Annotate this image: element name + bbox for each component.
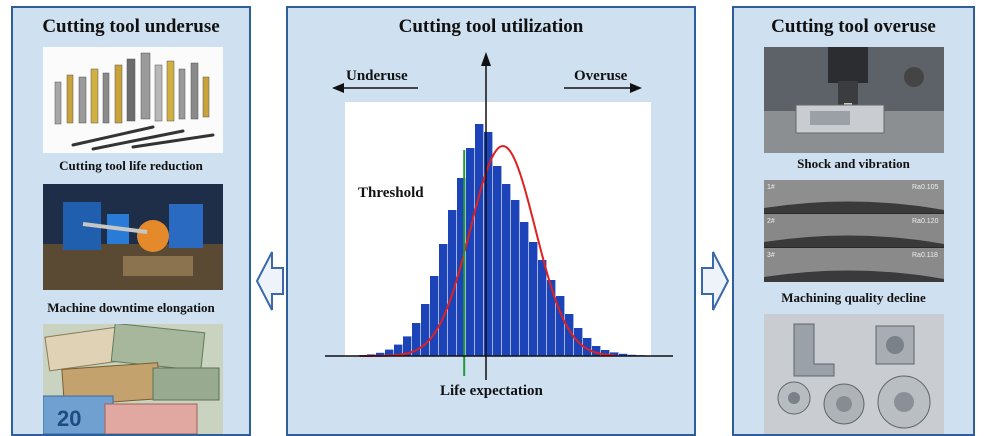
overuse-title: Cutting tool overuse bbox=[771, 16, 936, 37]
histogram-bar bbox=[601, 350, 610, 356]
overuse-panel: Cutting tool overuse Shock and vibration… bbox=[732, 6, 975, 436]
quality-caption: Machining quality decline bbox=[781, 290, 926, 305]
strip-3-ra: Ra0.118 bbox=[912, 252, 938, 259]
histogram-bar bbox=[475, 124, 484, 356]
histogram-bar bbox=[448, 210, 457, 356]
arrow-right-icon bbox=[701, 251, 730, 311]
surface-photo: 1# Ra0.105 2# Ra0.120 3# Ra0.118 bbox=[764, 180, 944, 282]
tool-life-caption: Cutting tool life reduction bbox=[59, 158, 203, 173]
histogram-bar bbox=[439, 244, 448, 356]
y-axis-arrow-icon bbox=[481, 52, 491, 66]
normal-curve bbox=[359, 145, 617, 357]
histogram-bar bbox=[619, 353, 628, 356]
histogram-bar bbox=[520, 222, 529, 356]
underuse-title: Cutting tool underuse bbox=[42, 16, 220, 37]
utilization-chart: Underuse Overuse Threshold Life expectat… bbox=[325, 52, 673, 399]
utilization-panel: Cutting tool utilization Underuse Overus… bbox=[286, 6, 696, 436]
histogram-bar bbox=[484, 132, 493, 356]
histogram-bar bbox=[376, 352, 385, 356]
strip-2-ra: Ra0.120 bbox=[912, 218, 939, 225]
arrow-left-small-icon bbox=[332, 83, 344, 93]
histogram-bar bbox=[412, 323, 421, 356]
histogram-bar bbox=[565, 314, 574, 356]
arrow-left-icon bbox=[255, 251, 284, 311]
parts-photo bbox=[764, 314, 944, 434]
histogram-bar bbox=[394, 344, 403, 356]
histogram-bar bbox=[592, 346, 601, 356]
histogram-bar bbox=[610, 352, 619, 356]
money-photo: 20 bbox=[43, 324, 223, 434]
histogram-bar bbox=[493, 166, 502, 356]
underuse-panel: Cutting tool underuse bbox=[11, 6, 251, 436]
histogram-bar bbox=[583, 338, 592, 356]
threshold-label: Threshold bbox=[358, 185, 424, 201]
histogram-bar bbox=[430, 276, 439, 356]
x-axis-label: Life expectation bbox=[440, 383, 544, 399]
overuse-label: Overuse bbox=[574, 68, 628, 84]
histogram-bar bbox=[547, 280, 556, 356]
utilization-title: Cutting tool utilization bbox=[398, 16, 584, 37]
underuse-label: Underuse bbox=[346, 68, 408, 84]
histogram-bar bbox=[502, 184, 511, 356]
vibration-caption: Shock and vibration bbox=[797, 156, 910, 171]
arrow-right-small-icon bbox=[630, 83, 642, 93]
strip-1-ra: Ra0.105 bbox=[912, 184, 939, 191]
downtime-caption: Machine downtime elongation bbox=[47, 300, 215, 315]
strip-3-number: 3# bbox=[767, 252, 775, 259]
histogram-bar bbox=[466, 148, 475, 356]
cutting-tools-photo bbox=[43, 47, 223, 153]
histogram-bar bbox=[556, 296, 565, 356]
histogram-bar bbox=[538, 260, 547, 356]
histogram-bar bbox=[421, 304, 430, 356]
histogram-bar bbox=[403, 336, 412, 356]
histogram-bar bbox=[385, 349, 394, 356]
histogram-bar bbox=[529, 242, 538, 356]
histogram-bar bbox=[511, 200, 520, 356]
strip-2-number: 2# bbox=[767, 218, 775, 225]
strip-1-number: 1# bbox=[767, 184, 775, 191]
milling-photo bbox=[764, 47, 944, 153]
machine-photo bbox=[43, 184, 223, 290]
